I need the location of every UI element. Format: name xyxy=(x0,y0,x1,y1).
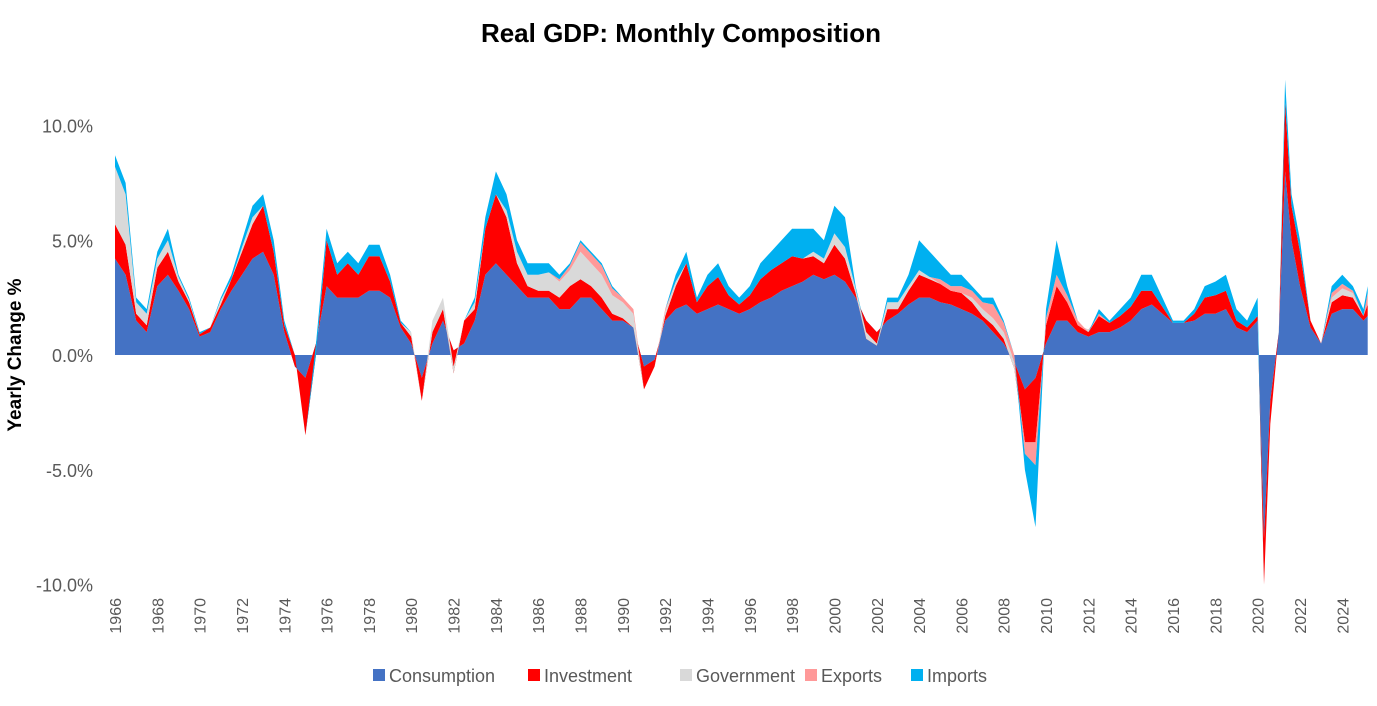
x-tick-label: 2006 xyxy=(954,598,971,634)
x-tick-label: 1990 xyxy=(616,598,633,634)
x-tick-label: 1976 xyxy=(320,598,337,634)
x-tick-label: 1968 xyxy=(150,598,167,634)
x-tick-label: 1996 xyxy=(743,598,760,634)
y-tick-label: 10.0% xyxy=(42,117,93,137)
x-tick-label: 1978 xyxy=(362,598,379,634)
stacked-areas xyxy=(115,79,1368,585)
area-consumption xyxy=(115,171,1368,539)
legend-swatch-government xyxy=(680,669,692,681)
legend-swatch-consumption xyxy=(373,669,385,681)
chart-title: Real GDP: Monthly Composition xyxy=(481,18,881,48)
legend-label-exports: Exports xyxy=(821,666,882,686)
legend-label-consumption: Consumption xyxy=(389,666,495,686)
x-tick-label: 2020 xyxy=(1251,598,1268,634)
x-tick-label: 2008 xyxy=(997,598,1014,634)
x-tick-label: 1972 xyxy=(235,598,252,634)
x-tick-label: 1998 xyxy=(785,598,802,634)
x-tick-label: 1980 xyxy=(404,598,421,634)
legend-label-imports: Imports xyxy=(927,666,987,686)
x-tick-label: 2016 xyxy=(1166,598,1183,634)
y-tick-label: -10.0% xyxy=(36,576,93,596)
x-tick-label: 2022 xyxy=(1293,598,1310,634)
legend-label-government: Government xyxy=(696,666,795,686)
x-tick-label: 1974 xyxy=(277,598,294,634)
y-axis-label: Yearly Change % xyxy=(5,278,26,431)
legend-swatch-exports xyxy=(805,669,817,681)
y-axis-ticks: 10.0% 5.0% 0.0% -5.0% -10.0% xyxy=(36,117,93,596)
x-tick-label: 1988 xyxy=(574,598,591,634)
x-tick-label: 2018 xyxy=(1208,598,1225,634)
x-tick-label: 1992 xyxy=(658,598,675,634)
x-tick-label: 2014 xyxy=(1124,598,1141,634)
x-tick-label: 1994 xyxy=(700,598,717,634)
x-tick-label: 1982 xyxy=(447,598,464,634)
legend: Consumption Investment Government Exports Im… xyxy=(373,666,987,686)
x-tick-label: 2024 xyxy=(1335,598,1352,634)
y-tick-label: -5.0% xyxy=(46,461,93,481)
x-tick-label: 1984 xyxy=(489,598,506,634)
x-tick-label: 2012 xyxy=(1081,598,1098,634)
x-tick-label: 2010 xyxy=(1039,598,1056,634)
legend-swatch-imports xyxy=(911,669,923,681)
x-axis-ticks: 1966 1968 1970 1972 1974 1976 1978 1980 1982 1984… xyxy=(108,598,1352,634)
x-tick-label: 1986 xyxy=(531,598,548,634)
legend-label-investment: Investment xyxy=(544,666,632,686)
y-tick-label: 5.0% xyxy=(52,231,93,251)
x-tick-label: 2004 xyxy=(912,598,929,634)
y-tick-label: 0.0% xyxy=(52,346,93,366)
x-tick-label: 1966 xyxy=(108,598,125,634)
x-tick-label: 2002 xyxy=(870,598,887,634)
x-tick-label: 1970 xyxy=(193,598,210,634)
x-tick-label: 2000 xyxy=(827,598,844,634)
legend-swatch-investment xyxy=(528,669,540,681)
